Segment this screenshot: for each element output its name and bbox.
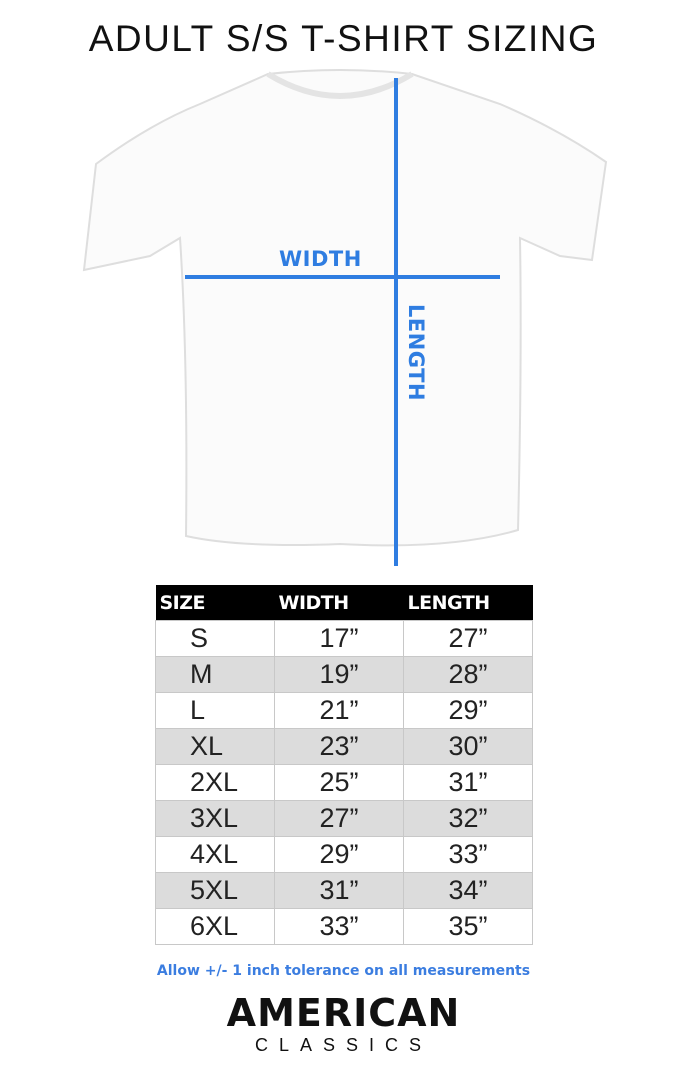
table-row: 5XL 31” 34”: [155, 872, 533, 909]
length-label: LENGTH: [404, 304, 428, 402]
length-cell: 35”: [403, 908, 533, 945]
width-cell: 29”: [274, 836, 404, 873]
width-label: WIDTH: [279, 247, 362, 271]
length-cell: 33”: [403, 836, 533, 873]
length-cell: 30”: [403, 728, 533, 765]
width-cell: 25”: [274, 764, 404, 801]
logo-line2: CLASSICS: [254, 1035, 433, 1055]
table-row: 3XL 27” 32”: [155, 800, 533, 837]
length-cell: 34”: [403, 872, 533, 909]
table-row: 6XL 33” 35”: [155, 908, 533, 945]
table-row: 4XL 29” 33”: [155, 836, 533, 873]
table-row: M 19” 28”: [155, 656, 533, 693]
table-row: L 21” 29”: [155, 692, 533, 729]
width-cell: 31”: [274, 872, 404, 909]
table-header: SIZE WIDTH LENGTH: [155, 585, 533, 621]
length-cell: 28”: [403, 656, 533, 693]
tolerance-note: Allow +/- 1 inch tolerance on all measur…: [156, 963, 531, 979]
t-shirt-silhouette: [82, 69, 608, 547]
logo-line1: AMERICAN: [226, 991, 461, 1035]
header-width: WIDTH: [274, 585, 404, 621]
size-cell: 5XL: [155, 872, 275, 909]
length-cell: 32”: [403, 800, 533, 837]
page-title: ADULT S/S T-SHIRT SIZING: [88, 18, 599, 59]
size-cell: 3XL: [155, 800, 275, 837]
table-row: 2XL 25” 31”: [155, 764, 533, 801]
size-cell: M: [155, 656, 275, 693]
size-cell: 6XL: [155, 908, 275, 945]
header-size: SIZE: [155, 585, 275, 621]
width-cell: 23”: [274, 728, 404, 765]
size-cell: XL: [155, 728, 275, 765]
size-cell: 2XL: [155, 764, 275, 801]
length-cell: 31”: [403, 764, 533, 801]
length-cell: 27”: [403, 620, 533, 657]
length-cell: 29”: [403, 692, 533, 729]
size-cell: L: [155, 692, 275, 729]
size-table: SIZE WIDTH LENGTH S 17” 27” M 19” 28” L 21” 29” X…: [155, 585, 533, 945]
width-cell: 33”: [274, 908, 404, 945]
width-cell: 27”: [274, 800, 404, 837]
table-row: XL 23” 30”: [155, 728, 533, 765]
header-length: LENGTH: [403, 585, 533, 621]
size-cell: 4XL: [155, 836, 275, 873]
width-cell: 19”: [274, 656, 404, 693]
width-cell: 17”: [274, 620, 404, 657]
t-shirt-diagram: [82, 69, 608, 566]
size-cell: S: [155, 620, 275, 657]
table-row: S 17” 27”: [155, 620, 533, 657]
width-cell: 21”: [274, 692, 404, 729]
